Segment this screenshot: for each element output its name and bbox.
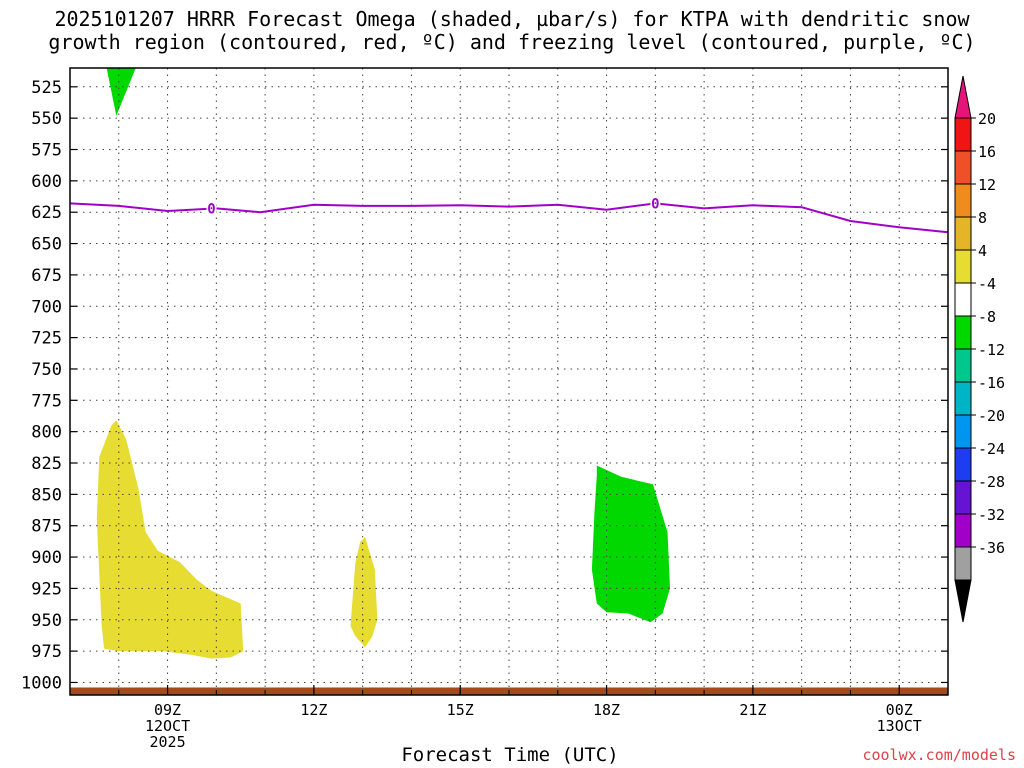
omega-region-2	[96, 420, 244, 659]
y-tick-label-600: 600	[31, 172, 62, 192]
colorbar-swatch-7	[954, 315, 972, 350]
colorbar-swatch-3	[954, 183, 972, 218]
omega-region-1	[106, 68, 136, 116]
x-tick-label-15-1: 15Z	[447, 701, 474, 719]
y-tick-label-950: 950	[31, 611, 62, 631]
colorbar-swatch-14	[954, 546, 972, 581]
credit-text: coolwx.com/models	[862, 746, 1016, 764]
omega-region-4	[591, 465, 670, 623]
colorbar-swatch-4	[954, 216, 972, 251]
colorbar: 20 16 12 8 4 -4 -8 -12 -16 -20 -24 -28 -32 -36	[954, 75, 1005, 623]
colorbar-swatch-6	[954, 282, 972, 317]
colorbar-label-12: -28	[978, 473, 1005, 491]
x-tick-label-9-2: 12OCT	[145, 717, 190, 735]
title-line-1: 2025101207 HRRR Forecast Omega (shaded, …	[54, 7, 970, 31]
y-tick-label-875: 875	[31, 517, 62, 537]
freezing-level-label-1: 0	[207, 202, 215, 218]
x-axis-label: Forecast Time (UTC)	[401, 744, 619, 766]
colorbar-swatch-10	[954, 414, 972, 449]
colorbar-label-1: 20	[978, 110, 996, 128]
colorbar-swatch-12	[954, 480, 972, 515]
colorbar-swatch-5	[954, 249, 972, 284]
colorbar-label-6: -4	[978, 275, 996, 293]
freezing-level-label-2: 0	[651, 196, 659, 212]
colorbar-label-9: -16	[978, 374, 1005, 392]
colorbar-under-arrow	[954, 579, 972, 623]
y-tick-label-725: 725	[31, 329, 62, 349]
y-tick-label-750: 750	[31, 360, 62, 380]
x-tick-label-12-1: 12Z	[300, 701, 327, 719]
gridlines	[69, 68, 949, 695]
colorbar-label-2: 16	[978, 143, 996, 161]
y-tick-label-550: 550	[31, 109, 62, 129]
colorbar-swatch-2	[954, 150, 972, 185]
colorbar-swatch-11	[954, 447, 972, 482]
x-tick-label-24-2: 13OCT	[877, 717, 922, 735]
y-tick-label-775: 775	[31, 391, 62, 411]
title-line-2: growth region (contoured, red, ºC) and f…	[48, 30, 976, 54]
y-tick-label-525: 525	[31, 78, 62, 98]
y-tick-label-1000: 1000	[21, 673, 62, 693]
y-tick-label-800: 800	[31, 423, 62, 443]
colorbar-swatch-13	[954, 513, 972, 548]
y-tick-label-575: 575	[31, 141, 62, 161]
y-tick-label-900: 900	[31, 548, 62, 568]
colorbar-label-4: 8	[978, 209, 987, 227]
x-tick-label-21-1: 21Z	[739, 701, 766, 719]
colorbar-label-3: 12	[978, 176, 996, 194]
y-tick-label-675: 675	[31, 266, 62, 286]
colorbar-label-14: -36	[978, 539, 1005, 557]
colorbar-label-8: -12	[978, 341, 1005, 359]
y-tick-label-925: 925	[31, 579, 62, 599]
colorbar-label-10: -20	[978, 407, 1005, 425]
y-tick-label-975: 975	[31, 642, 62, 662]
omega-region-3	[350, 537, 378, 648]
axes: 525 550 575 600 625 650 675 700 725 750 775 800 825 8…	[21, 67, 949, 751]
y-tick-label-700: 700	[31, 297, 62, 317]
colorbar-label-13: -32	[978, 506, 1005, 524]
x-tick-label-18-1: 18Z	[593, 701, 620, 719]
colorbar-swatch-8	[954, 348, 972, 383]
colorbar-swatch-1	[954, 117, 972, 152]
colorbar-label-11: -24	[978, 440, 1005, 458]
colorbar-over-arrow	[954, 75, 972, 119]
y-tick-label-650: 650	[31, 235, 62, 255]
freezing-label-bg-2	[650, 195, 661, 211]
colorbar-label-7: -8	[978, 308, 996, 326]
x-tick-label-9-1: 09Z	[154, 701, 181, 719]
chart-title: 2025101207 HRRR Forecast Omega (shaded, …	[0, 8, 1024, 54]
y-tick-label-825: 825	[31, 454, 62, 474]
x-tick-label-24-1: 00Z	[886, 701, 913, 719]
y-tick-label-850: 850	[31, 485, 62, 505]
freezing-label-bg-1	[206, 200, 217, 216]
x-tick-label-9-3: 2025	[149, 733, 185, 751]
colorbar-label-5: 4	[978, 242, 987, 260]
colorbar-swatch-9	[954, 381, 972, 416]
y-tick-label-625: 625	[31, 203, 62, 223]
